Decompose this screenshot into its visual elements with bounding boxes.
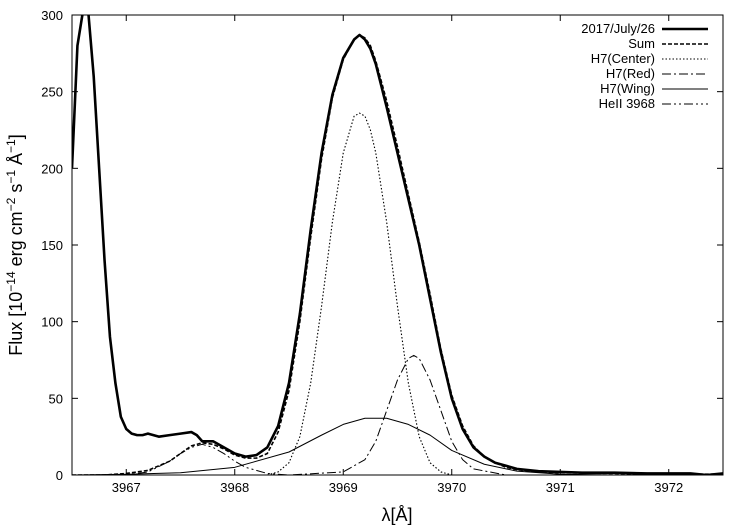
y-tick-label: 250 — [41, 85, 63, 100]
x-tick-label: 3967 — [112, 480, 141, 495]
y-axis-title-mid2: s — [6, 184, 26, 198]
x-axis-title: λ[Å] — [381, 505, 412, 525]
x-tick-label: 3970 — [437, 480, 466, 495]
y-axis-title-exp2: −2 — [4, 197, 18, 211]
y-axis-title-suffix: ] — [6, 134, 26, 139]
x-tick-label: 3968 — [220, 480, 249, 495]
y-tick-label: 200 — [41, 161, 63, 176]
series-layer — [72, 15, 723, 475]
y-tick-label: 0 — [56, 468, 63, 483]
legend: 2017/July/26SumH7(Center)H7(Red)H7(Wing)… — [581, 21, 708, 111]
y-axis-title-mid3: Å — [6, 153, 26, 170]
x-tick-label: 3971 — [546, 480, 575, 495]
legend-label: 2017/July/26 — [581, 21, 655, 36]
series-line-h7-center- — [267, 112, 452, 475]
legend-label: HeII 3968 — [599, 96, 655, 111]
series-line-h7-red- — [72, 354, 723, 475]
x-axis-ticks: 3967 3968 3969 3970 3971 3972 — [112, 15, 683, 495]
y-axis-ticks: 0 50 100 150 200 250 300 — [41, 8, 723, 483]
series-line-heii-3968 — [72, 443, 723, 475]
y-tick-label: 150 — [41, 238, 63, 253]
x-tick-label: 3972 — [654, 480, 683, 495]
y-tick-label: 300 — [41, 8, 63, 23]
x-tick-label: 3969 — [329, 480, 358, 495]
series-line-h7-wing- — [72, 417, 723, 475]
legend-label: H7(Center) — [591, 51, 655, 66]
series-line-2017-july-26 — [72, 15, 723, 475]
y-axis-title-mid1: erg cm — [6, 211, 26, 271]
y-tick-label: 100 — [41, 315, 63, 330]
y-axis-title-prefix: Flux [10 — [6, 292, 26, 356]
y-axis-title: Flux [10−14 erg cm−2 s−1 Å−1] — [4, 134, 26, 356]
y-axis-title-exp4: −1 — [4, 139, 18, 153]
y-tick-label: 50 — [49, 391, 63, 406]
y-axis-title-exp1: −14 — [4, 271, 18, 292]
legend-label: H7(Wing) — [600, 81, 655, 96]
legend-label: H7(Red) — [606, 66, 655, 81]
legend-label: Sum — [628, 36, 655, 51]
y-axis-title-exp3: −1 — [4, 170, 18, 184]
